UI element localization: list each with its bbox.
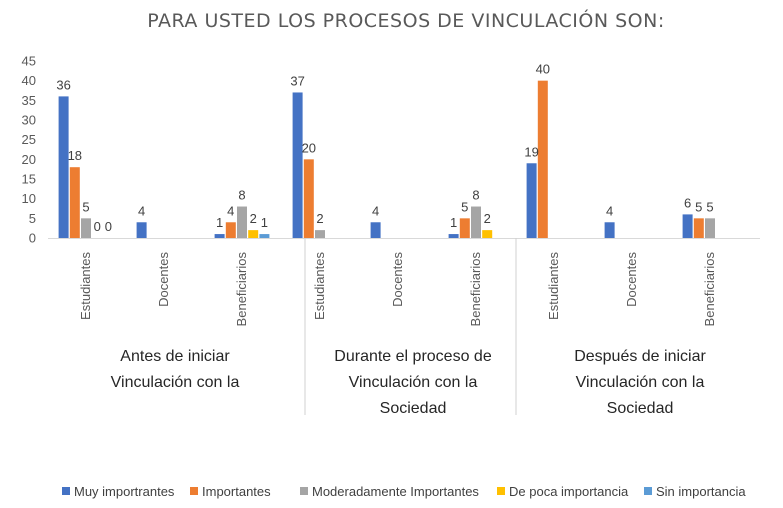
data-label: 8 xyxy=(472,188,479,203)
legend-swatch xyxy=(497,487,505,495)
x-axis: Estudiantes Docentes Beneficiarios Estudian… xyxy=(78,252,717,417)
x-tick-label: Docentes xyxy=(390,252,405,307)
data-label: 6 xyxy=(684,195,691,210)
legend-entry: Sin importancia xyxy=(656,484,746,499)
group-label-line: Vinculación con la xyxy=(111,374,240,391)
data-label: 0 xyxy=(94,219,101,234)
y-tick-label: 30 xyxy=(22,113,36,128)
y-tick-label: 25 xyxy=(22,132,36,147)
group-label-line: Antes de iniciar xyxy=(120,348,230,365)
legend-swatch xyxy=(300,487,308,495)
y-tick-label: 5 xyxy=(29,211,36,226)
data-label: 20 xyxy=(302,140,316,155)
data-label: 37 xyxy=(290,73,304,88)
data-label: 2 xyxy=(484,211,491,226)
legend-entry: Importantes xyxy=(202,484,271,499)
legend-entry: Moderadamente Importantes xyxy=(312,484,479,499)
bar xyxy=(448,234,459,238)
data-label: 1 xyxy=(450,215,457,230)
bar xyxy=(705,218,715,238)
bar xyxy=(471,206,481,238)
group-label-line: Durante el proceso de xyxy=(334,348,492,365)
data-label: 4 xyxy=(138,203,145,218)
bar xyxy=(237,206,247,238)
bar xyxy=(537,80,548,239)
bar xyxy=(604,222,615,238)
x-tick-label: Docentes xyxy=(156,252,171,307)
data-label: 2 xyxy=(316,211,323,226)
bar xyxy=(214,234,225,238)
x-tick-label: Beneficiarios xyxy=(234,252,249,327)
bar xyxy=(69,167,80,238)
bar xyxy=(315,230,325,238)
bar xyxy=(136,222,147,238)
data-label: 1 xyxy=(261,215,268,230)
y-tick-label: 20 xyxy=(22,152,36,167)
bar xyxy=(370,222,381,238)
bar xyxy=(459,218,470,238)
y-tick-label: 15 xyxy=(22,172,36,187)
data-label: 18 xyxy=(68,148,82,163)
bar xyxy=(682,214,693,238)
bar xyxy=(482,230,493,238)
data-label: 4 xyxy=(606,203,613,218)
legend-swatch xyxy=(190,487,198,495)
data-label: 5 xyxy=(706,199,713,214)
chart-title: PARA USTED LOS PROCESOS DE VINCULACIÓN S… xyxy=(147,8,664,32)
data-label: 40 xyxy=(536,62,550,77)
legend-swatch xyxy=(644,487,652,495)
bar xyxy=(248,230,259,238)
x-tick-label: Beneficiarios xyxy=(468,252,483,327)
legend-swatch xyxy=(62,487,70,495)
group-label-line: Después de iniciar xyxy=(574,348,706,365)
group-label-line: Vinculación con la xyxy=(349,374,478,391)
bar xyxy=(58,96,69,239)
bar xyxy=(303,159,314,238)
data-label: 5 xyxy=(82,199,89,214)
y-tick-label: 35 xyxy=(22,93,36,108)
x-tick-label: Beneficiarios xyxy=(702,252,717,327)
bar xyxy=(81,218,91,238)
data-label: 4 xyxy=(227,203,234,218)
y-tick-label: 10 xyxy=(22,191,36,206)
y-tick-label: 40 xyxy=(22,73,36,88)
data-label: 1 xyxy=(216,215,223,230)
x-tick-label: Docentes xyxy=(624,252,639,307)
legend: Muy importrantes Importantes Moderadamente… xyxy=(62,484,746,499)
y-tick-label: 0 xyxy=(29,231,36,246)
group-label-line: Sociedad xyxy=(380,400,447,417)
bar xyxy=(292,92,303,238)
y-tick-label: 45 xyxy=(22,54,36,69)
legend-entry: De poca importancia xyxy=(509,484,629,499)
data-label: 4 xyxy=(372,203,379,218)
data-label: 5 xyxy=(695,199,702,214)
data-label: 0 xyxy=(105,219,112,234)
data-label: 2 xyxy=(250,211,257,226)
group-label-line: Sociedad xyxy=(607,400,674,417)
bar xyxy=(225,222,236,238)
x-tick-label: Estudiantes xyxy=(78,252,93,320)
bar xyxy=(526,163,537,238)
legend-entry: Muy importrantes xyxy=(74,484,175,499)
data-label: 36 xyxy=(56,77,70,92)
group-label-line: Vinculación con la xyxy=(576,374,705,391)
bar xyxy=(693,218,704,238)
bar xyxy=(259,234,270,238)
plot-area xyxy=(58,80,715,239)
x-tick-label: Estudiantes xyxy=(312,252,327,320)
data-label: 8 xyxy=(238,188,245,203)
data-label: 19 xyxy=(524,144,538,159)
data-label: 5 xyxy=(461,199,468,214)
x-tick-label: Estudiantes xyxy=(546,252,561,320)
